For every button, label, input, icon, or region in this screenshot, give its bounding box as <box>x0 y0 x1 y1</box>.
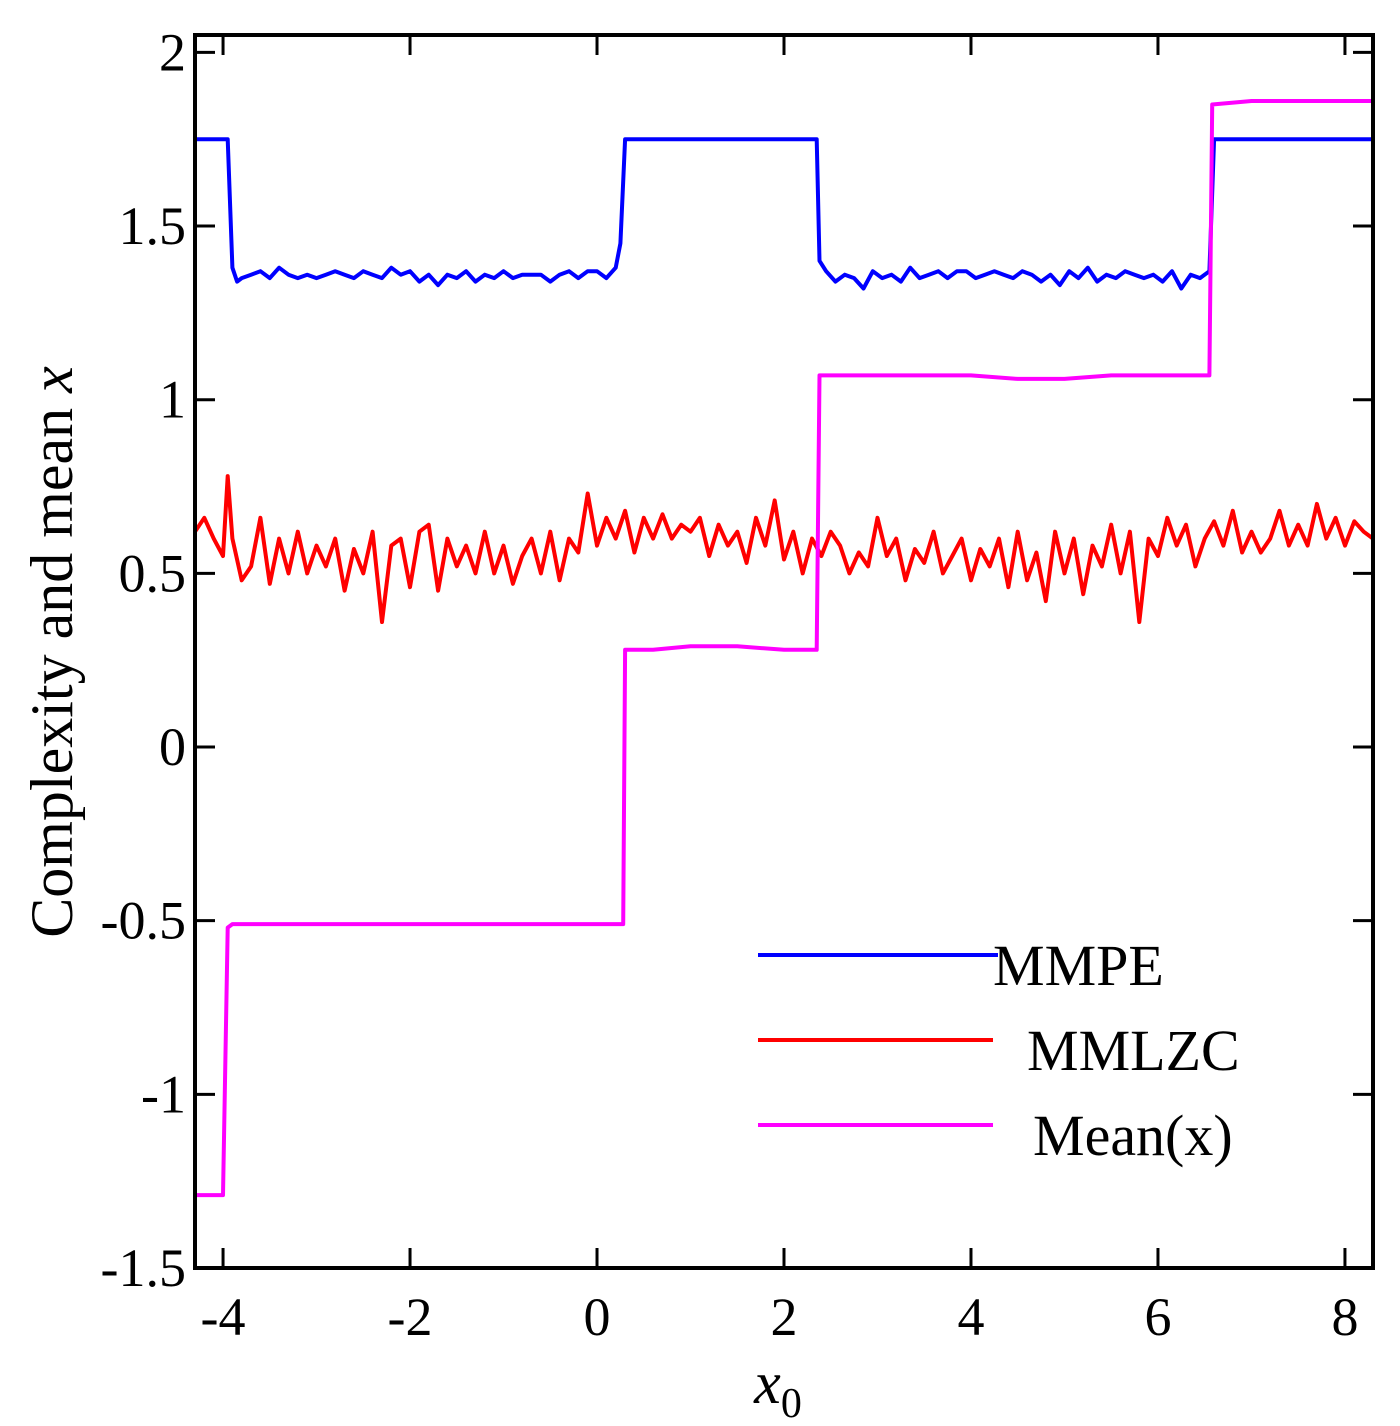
series-line-mmpe <box>195 137 1373 291</box>
y-axis-title-text: Complexity and mean <box>19 393 85 938</box>
y-tick-label: 0 <box>159 717 186 777</box>
legend-label-mean: Mean(x) <box>1033 1103 1233 1168</box>
x-tick-label: 4 <box>957 1287 984 1347</box>
x-tick-label: 8 <box>1331 1287 1358 1347</box>
y-tick-label: 0.5 <box>119 543 187 603</box>
series-layer <box>193 99 1375 1198</box>
y-tick-label: -1.5 <box>101 1238 186 1298</box>
x-tick-label: 0 <box>584 1287 611 1347</box>
legend: MMPE MMLZC Mean(x) <box>758 933 1240 1168</box>
y-tick-label: -1 <box>141 1064 186 1124</box>
ticks-layer <box>195 35 1373 1270</box>
legend-label-mmpe: MMPE <box>993 933 1164 998</box>
series-line-mean-x <box>195 99 1373 1198</box>
x-tick-label: -4 <box>201 1287 246 1347</box>
x-axis-title-sub: 0 <box>781 1381 802 1426</box>
legend-label-mmlzc: MMLZC <box>1027 1018 1240 1083</box>
x-tick-label: 6 <box>1144 1287 1171 1347</box>
ticklabel-layer: -4 -2 0 2 4 6 8 -1.5 -1 -0.5 0 0.5 1 1.5 2 <box>101 22 1359 1347</box>
x-tick-label: 2 <box>771 1287 798 1347</box>
y-tick-label: 1.5 <box>119 196 187 256</box>
x-axis-title: x0 <box>753 1350 802 1426</box>
y-tick-label: -0.5 <box>101 891 186 951</box>
x-axis-title-var: x <box>753 1350 781 1416</box>
series-line-mmlzc <box>193 474 1375 624</box>
y-axis-title-var: x <box>19 366 85 394</box>
x-tick-label: -2 <box>388 1287 433 1347</box>
y-axis-title: Complexity and mean x <box>19 366 85 938</box>
y-tick-label: 1 <box>159 370 186 430</box>
y-tick-label: 2 <box>159 22 186 82</box>
